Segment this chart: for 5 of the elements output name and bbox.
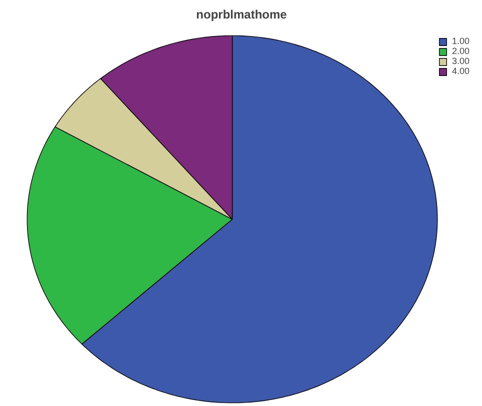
legend-label: 3.00 [452,56,471,66]
legend-label: 4.00 [452,66,471,76]
legend-label: 1.00 [452,36,471,46]
chart-title: noprblmathome [196,8,288,22]
legend-label: 2.00 [452,46,471,56]
